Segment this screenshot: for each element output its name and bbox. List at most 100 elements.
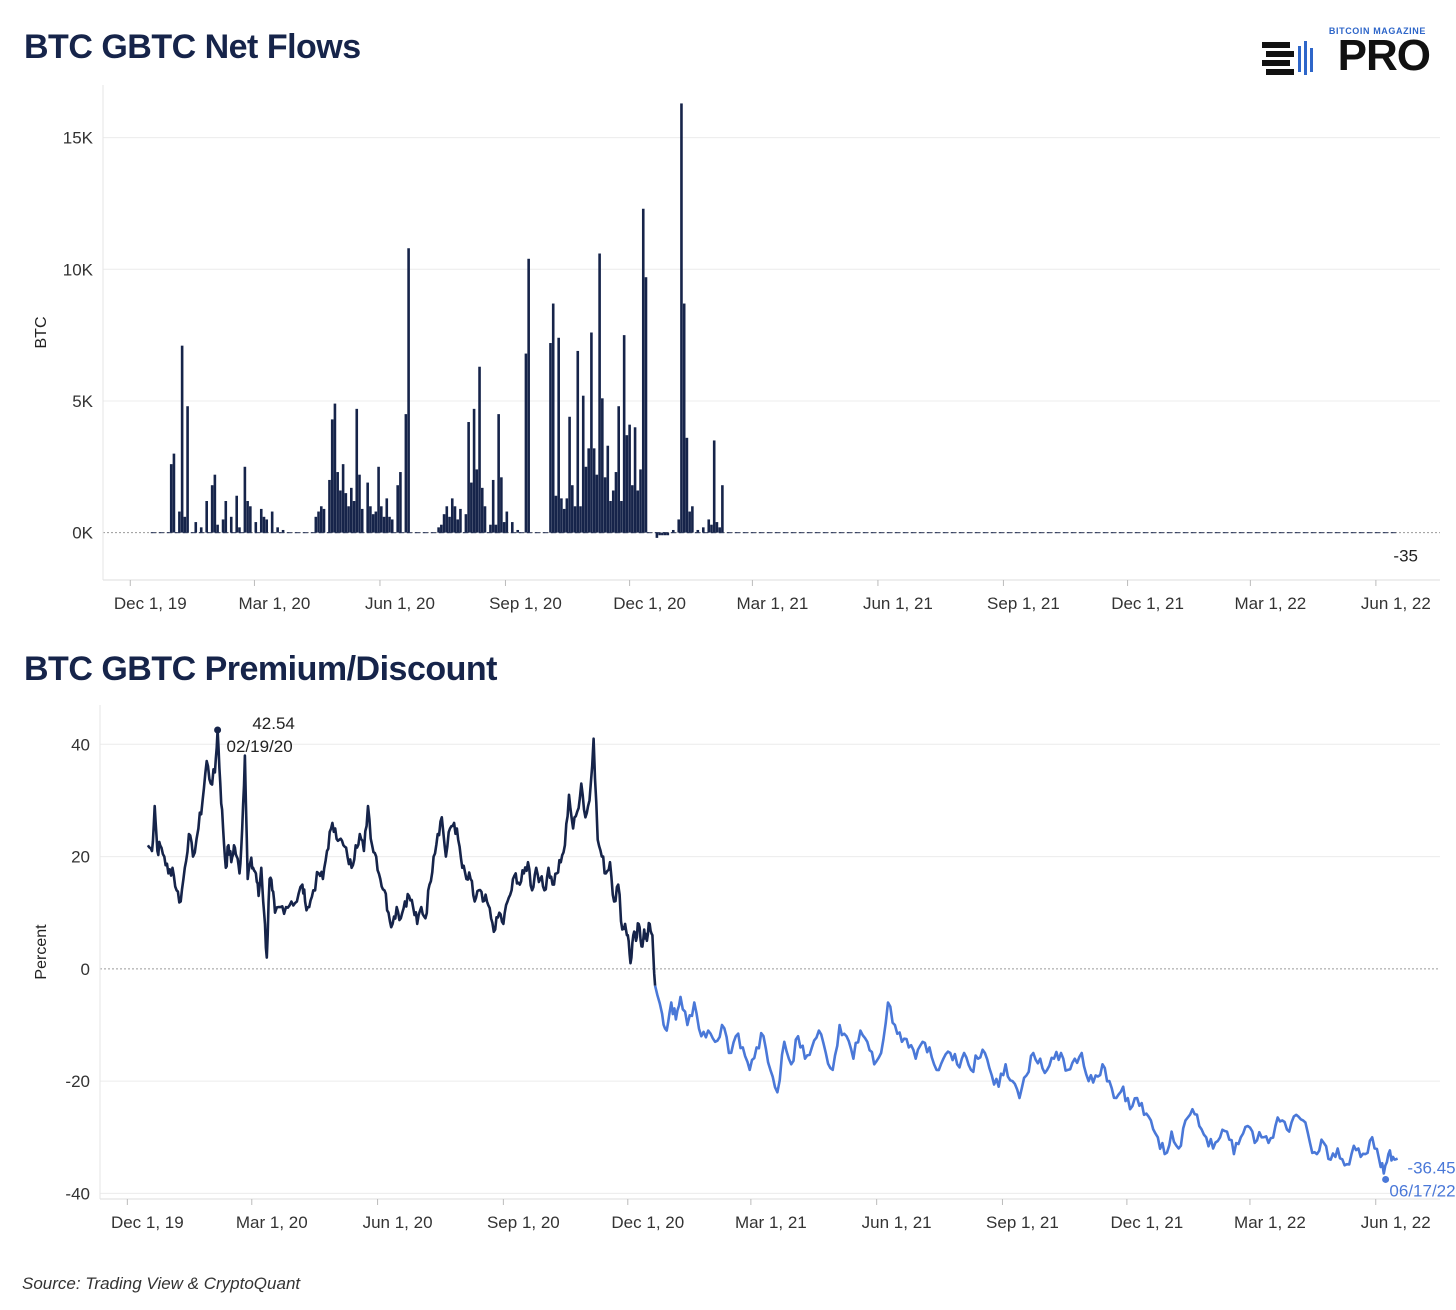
y-tick-label: -20 <box>65 1072 90 1091</box>
flow-bar <box>276 527 279 533</box>
flow-bar <box>502 522 506 533</box>
flow-bar <box>617 406 620 533</box>
flow-bar <box>262 516 266 533</box>
flow-bar <box>671 529 675 533</box>
flow-bar <box>344 493 348 533</box>
flow-bar <box>625 435 629 533</box>
flow-bar <box>456 519 460 533</box>
flow-bar <box>576 350 580 533</box>
x-tick-label: Jun 1, 21 <box>862 1213 932 1232</box>
flow-bar <box>701 527 705 533</box>
logo-big-text: PRO <box>1337 31 1431 80</box>
flow-bar <box>565 498 569 533</box>
x-tick-label: Mar 1, 21 <box>735 1213 807 1232</box>
peak-marker <box>214 726 222 734</box>
net-flows-chart: 0K 5K 10K 15K Dec 1, 19 Mar 1, 20 Jun 1, 20 Sep… <box>33 85 1440 613</box>
x-tick-label: Dec 1, 19 <box>111 1213 184 1232</box>
flow-bar <box>336 472 339 533</box>
flow-bar <box>333 403 337 533</box>
x-tick-label: Jun 1, 20 <box>363 1213 433 1232</box>
flow-bar <box>341 464 345 533</box>
flow-bar <box>445 506 449 533</box>
flow-bar <box>440 524 443 533</box>
y-axis-label: BTC <box>33 317 50 349</box>
flow-bar <box>399 472 402 533</box>
y-tick-label: 0 <box>81 960 90 979</box>
flow-bar <box>715 522 719 533</box>
flow-bar <box>350 487 353 533</box>
flow-bar <box>388 516 391 533</box>
flow-bar <box>319 506 323 533</box>
flow-bar <box>281 529 285 533</box>
flow-bar <box>562 508 566 533</box>
flow-bar <box>712 440 716 533</box>
y-tick-label: -40 <box>65 1184 90 1203</box>
flow-bar <box>169 464 173 533</box>
flow-bar <box>229 516 233 533</box>
x-tick-label: Mar 1, 20 <box>239 594 311 613</box>
flow-bar <box>407 248 410 533</box>
flow-bar <box>584 466 588 533</box>
flow-bar <box>186 406 189 533</box>
last-value-label: -36.45 <box>1407 1158 1455 1177</box>
last-value-marker <box>1382 1175 1390 1183</box>
flow-bar <box>385 498 389 533</box>
flow-bar <box>573 506 577 533</box>
flow-bar <box>598 253 601 533</box>
x-tick-label: Mar 1, 22 <box>1234 1213 1306 1232</box>
flow-bar <box>644 277 648 533</box>
flow-bar <box>246 501 249 533</box>
flow-bar <box>524 353 528 533</box>
flow-bar <box>554 495 558 533</box>
x-tick-label: Dec 1, 19 <box>114 594 187 613</box>
flow-bar <box>611 490 615 533</box>
flow-bar <box>213 474 217 533</box>
y-tick-label: 20 <box>71 848 90 867</box>
flow-bar <box>259 508 263 533</box>
flow-bar <box>677 519 681 533</box>
flow-bar <box>339 490 342 533</box>
flow-bar <box>183 516 187 533</box>
discount-series-line <box>653 985 1399 1175</box>
flow-bar <box>358 474 361 533</box>
x-tick-label: Dec 1, 20 <box>613 594 686 613</box>
flow-bar <box>314 516 318 533</box>
flow-bar <box>628 424 631 533</box>
y-tick-label: 15K <box>63 129 94 148</box>
flow-bar <box>631 485 634 533</box>
x-tick-label: Sep 1, 21 <box>987 594 1060 613</box>
flow-bar <box>210 485 214 533</box>
flow-bar <box>347 506 350 533</box>
peak-date-label: 02/19/20 <box>226 737 292 756</box>
flow-bar <box>680 103 683 533</box>
flow-bar <box>614 472 618 533</box>
flow-bar <box>560 498 563 533</box>
flow-bar <box>685 437 689 533</box>
logo-stripes-icon <box>1262 41 1313 75</box>
flow-bar <box>516 529 520 533</box>
flow-bar <box>510 522 514 533</box>
flow-bar <box>330 419 334 533</box>
flow-bar <box>620 501 623 533</box>
flow-bar <box>453 506 457 533</box>
premium-discount-chart: -40 -20 0 20 40 Dec 1, 19 Mar 1, 20 Jun 1, 20 Se… <box>33 705 1456 1232</box>
flow-bar <box>497 414 500 533</box>
flow-bar <box>557 337 560 533</box>
flow-bar <box>489 524 492 533</box>
flow-bar <box>688 511 691 533</box>
x-tick-label: Dec 1, 21 <box>1110 1213 1183 1232</box>
flow-bar <box>639 469 642 533</box>
flow-bar <box>478 366 481 533</box>
flow-bar <box>500 477 503 533</box>
flow-bar <box>636 490 640 533</box>
x-tick-label: Jun 1, 22 <box>1361 594 1431 613</box>
flow-bar <box>205 501 208 533</box>
flow-bar <box>328 479 331 533</box>
flow-bar <box>464 514 468 533</box>
y-tick-label: 0K <box>72 524 93 543</box>
flow-bar <box>682 303 686 533</box>
flow-bar <box>249 506 252 533</box>
peak-value-label: 42.54 <box>252 714 295 733</box>
bitcoin-magazine-pro-logo: BITCOIN MAGAZINE PRO <box>1260 26 1431 80</box>
flow-bar <box>480 487 484 533</box>
